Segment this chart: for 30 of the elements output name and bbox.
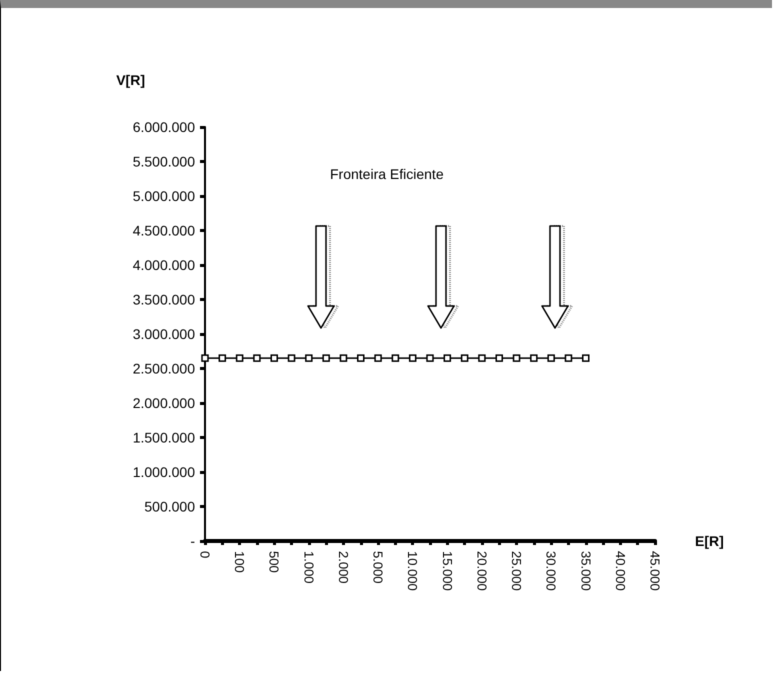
y-tick-label: 3.500.000	[132, 292, 196, 308]
x-tick-label: 40.000	[612, 551, 628, 591]
y-tick-label: 2.000.000	[132, 395, 196, 411]
x-tick-label: 45.000	[648, 551, 662, 591]
y-tick-label: 4.500.000	[132, 222, 196, 238]
y-tick-label: 4.000.000	[132, 257, 196, 273]
x-tick-label: 0	[198, 551, 212, 558]
x-tick-label: 10.000	[405, 551, 420, 591]
y-tick-label: 3.000.000	[132, 326, 196, 342]
y-tick-label: 500.000	[144, 498, 196, 514]
x-tick-label: 1.000	[301, 551, 316, 584]
y-tick-label: -	[190, 533, 196, 549]
x-tick-label: 35.000	[578, 551, 594, 591]
y-tick-label: 6.000.000	[132, 119, 196, 135]
y-tick-label: 5.500.000	[132, 154, 196, 170]
y-tick-label: 2.500.000	[132, 360, 196, 376]
x-tick-label: 5.000	[370, 551, 386, 584]
x-tick-label: 100	[232, 551, 248, 573]
x-tick-label: 25.000	[509, 551, 524, 591]
x-tick-label: 15.000	[440, 551, 455, 591]
x-tick-label: 20.000	[474, 551, 490, 591]
x-tick-label: 2.000	[336, 551, 351, 584]
y-tick-label: 1.500.000	[132, 430, 196, 446]
y-tick-label: 1.000.000	[132, 464, 196, 480]
y-axis-title: V[R]	[116, 72, 145, 88]
x-tick-label: 500	[266, 551, 282, 573]
x-axis-title: E[R]	[695, 533, 724, 549]
y-tick-label: 5.000.000	[132, 188, 196, 204]
annotation: Fronteira Eficiente	[330, 166, 444, 182]
x-tick-label: 30.000	[544, 551, 559, 591]
